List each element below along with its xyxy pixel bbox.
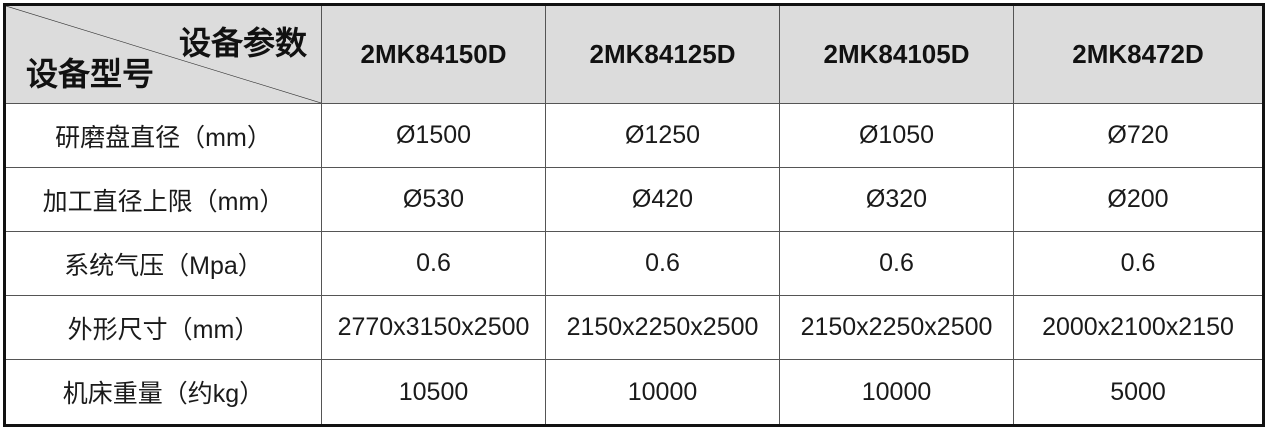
value-cell: Ø720 xyxy=(1013,102,1264,169)
value-cell: 10000 xyxy=(779,359,1014,426)
row-label: 外形尺寸（mm） xyxy=(4,295,322,361)
value-cell: Ø1050 xyxy=(779,102,1014,169)
diagonal-divider xyxy=(6,6,321,103)
model-header: 2MK84125D xyxy=(545,4,780,104)
table-row: 系统气压（Mpa） 0.6 0.6 0.6 0.6 xyxy=(4,231,1264,297)
table-row: 研磨盘直径（mm） Ø1500 Ø1250 Ø1050 Ø720 xyxy=(4,102,1264,169)
value-cell: Ø1500 xyxy=(321,102,546,169)
value-cell: Ø1250 xyxy=(545,102,780,169)
row-label: 机床重量（约kg） xyxy=(4,359,322,426)
value-cell: Ø320 xyxy=(779,167,1014,233)
value-cell: 0.6 xyxy=(545,231,780,297)
value-cell: 2150x2250x2500 xyxy=(545,295,780,361)
spec-table: 设备参数 设备型号 2MK84150D 2MK84125D 2MK84105D … xyxy=(3,3,1265,427)
corner-header: 设备参数 设备型号 xyxy=(4,4,322,104)
value-cell: 0.6 xyxy=(1013,231,1264,297)
row-label: 研磨盘直径（mm） xyxy=(4,102,322,169)
row-label: 系统气压（Mpa） xyxy=(4,231,322,297)
table-row: 加工直径上限（mm） Ø530 Ø420 Ø320 Ø200 xyxy=(4,167,1264,233)
corner-model-label: 设备型号 xyxy=(26,56,155,92)
value-cell: 0.6 xyxy=(321,231,546,297)
table-row: 外形尺寸（mm） 2770x3150x2500 2150x2250x2500 2150… xyxy=(4,295,1264,361)
value-cell: 5000 xyxy=(1013,359,1264,426)
value-cell: Ø420 xyxy=(545,167,780,233)
value-cell: 2770x3150x2500 xyxy=(321,295,546,361)
value-cell: Ø530 xyxy=(321,167,546,233)
value-cell: 10000 xyxy=(545,359,780,426)
table-row: 机床重量（约kg） 10500 10000 10000 5000 xyxy=(4,359,1264,426)
value-cell: Ø200 xyxy=(1013,167,1264,233)
corner-parameter-label: 设备参数 xyxy=(178,25,307,61)
value-cell: 2150x2250x2500 xyxy=(779,295,1014,361)
header-row: 设备参数 设备型号 2MK84150D 2MK84125D 2MK84105D … xyxy=(4,4,1264,104)
value-cell: 10500 xyxy=(321,359,546,426)
row-label: 加工直径上限（mm） xyxy=(4,167,322,233)
model-header: 2MK8472D xyxy=(1013,4,1264,104)
value-cell: 2000x2100x2150 xyxy=(1013,295,1264,361)
model-header: 2MK84105D xyxy=(779,4,1014,104)
value-cell: 0.6 xyxy=(779,231,1014,297)
model-header: 2MK84150D xyxy=(321,4,546,104)
